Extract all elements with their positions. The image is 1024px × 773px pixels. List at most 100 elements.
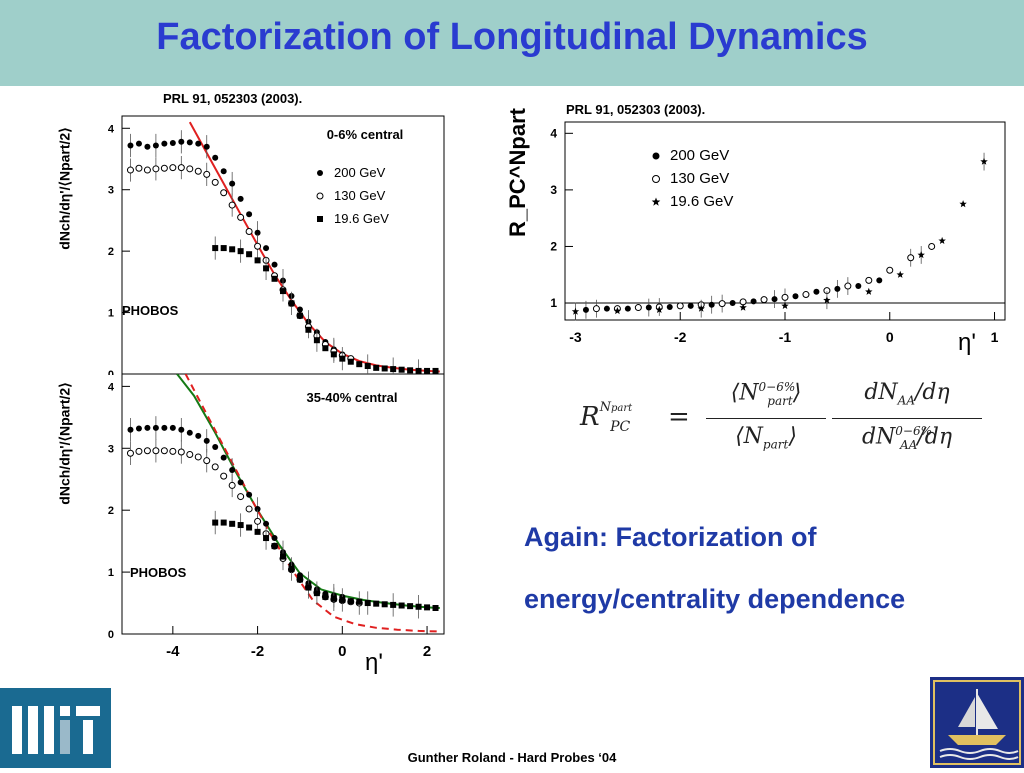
y-tick-label: 0: [108, 629, 114, 641]
data-point-2: [229, 520, 236, 527]
data-point-1: [203, 170, 211, 178]
ship-logo: [930, 677, 1024, 768]
data-point-2: [339, 596, 346, 603]
data-point-2: [237, 522, 244, 529]
formula-equals: =: [668, 402, 690, 432]
data-point-1: [254, 517, 262, 525]
data-point-2: [364, 600, 371, 607]
y-tick-label: 4: [108, 123, 115, 135]
y-tick-label: 4: [108, 381, 115, 393]
ship-icon: [933, 680, 1021, 765]
legend-entry-0: 200 GeV: [334, 165, 386, 180]
legend-marker-1: [652, 175, 660, 183]
legend-marker-2: [651, 197, 661, 206]
data-point-2: [415, 367, 422, 374]
data-point-1: [186, 450, 194, 458]
data-point-2: [432, 367, 439, 374]
data-point-0: [127, 426, 134, 433]
data-point-2: [356, 361, 363, 368]
data-point-0: [876, 277, 883, 284]
data-point-2: [339, 355, 346, 362]
data-point-0: [246, 211, 253, 218]
data-point-0: [220, 454, 227, 461]
citation-left: PRL 91, 052303 (2003).: [163, 91, 303, 106]
data-point-1: [152, 447, 160, 455]
data-point-1: [228, 201, 236, 209]
x-tick-label: 0: [338, 643, 346, 660]
formula-num1: ⟨N0−6%part⟩: [730, 380, 802, 408]
data-point-1: [152, 165, 160, 173]
data-point-2: [917, 251, 925, 259]
data-point-2: [280, 553, 286, 560]
data-point-0: [186, 429, 193, 436]
data-point-2: [305, 326, 312, 333]
data-point-1: [126, 166, 134, 174]
data-point-2: [398, 366, 405, 373]
data-point-2: [229, 246, 236, 253]
data-point-2: [271, 275, 278, 282]
data-point-2: [280, 288, 286, 295]
data-point-0: [237, 195, 244, 202]
data-point-0: [135, 425, 142, 432]
data-point-2: [220, 519, 227, 526]
data-point-0: [246, 491, 253, 498]
data-point-0: [161, 424, 168, 431]
formula-den1: ⟨Npart⟩: [735, 424, 797, 452]
data-point-0: [750, 298, 757, 305]
data-point-1: [907, 254, 915, 262]
data-point-0: [229, 466, 236, 473]
data-point-1: [928, 242, 936, 250]
data-point-2: [390, 366, 397, 373]
data-point-2: [313, 590, 320, 597]
chart-panel-rpc: 1 2 3 4 -3 -2 -1 0 1 200 GeV 130 GeV 19.6 GeV η': [550, 121, 1006, 356]
data-point-2: [415, 603, 422, 610]
x-tick-label: -3: [569, 329, 582, 345]
data-point-0: [135, 140, 142, 147]
data-point-1: [211, 178, 219, 186]
data-point-2: [212, 245, 219, 252]
data-point-0: [161, 140, 168, 147]
mit-logo-icon: [12, 706, 100, 754]
formula-num2: dNAA/dη: [864, 380, 950, 408]
citation-right: PRL 91, 052303 (2003).: [566, 102, 706, 117]
data-point-1: [634, 304, 642, 312]
chart-panel-peripheral: 0 1 2 3 4 -4 -2 0 2 35-40% central PHOBOS η': [108, 374, 445, 674]
data-point-2: [246, 251, 253, 258]
data-point-2: [305, 584, 312, 591]
data-point-1: [802, 291, 810, 299]
data-point-0: [144, 143, 151, 150]
data-point-2: [980, 157, 988, 165]
title-bar: [0, 0, 1024, 86]
data-point-2: [407, 603, 414, 610]
data-point-2: [263, 265, 270, 272]
data-point-1: [194, 453, 202, 461]
data-point-2: [424, 367, 431, 374]
data-point-2: [254, 257, 261, 264]
data-point-2: [381, 601, 388, 608]
legend-marker-0: [317, 170, 323, 176]
data-point-0: [212, 444, 219, 451]
data-point-2: [296, 576, 303, 583]
data-point-1: [143, 166, 151, 174]
data-point-2: [424, 604, 431, 611]
note-line-2: energy/centrality dependence: [524, 584, 906, 614]
data-point-0: [195, 432, 202, 439]
data-point-2: [781, 302, 789, 309]
ylabel-top: dNch/dη'/⟨Npart/2⟩: [56, 127, 73, 250]
experiment-label: PHOBOS: [122, 303, 179, 318]
data-point-2: [959, 200, 967, 208]
data-point-2: [364, 363, 371, 370]
data-point-1: [169, 164, 177, 172]
y-tick-label: 4: [550, 126, 557, 140]
data-point-2: [330, 351, 337, 358]
data-point-1: [228, 481, 236, 489]
data-point-0: [203, 437, 210, 444]
data-point-2: [296, 312, 303, 319]
data-point-2: [613, 307, 622, 315]
data-point-0: [645, 304, 652, 311]
data-point-2: [237, 248, 244, 255]
data-point-2: [865, 287, 873, 295]
plot-frame: [121, 374, 445, 635]
data-point-1: [718, 300, 726, 308]
data-point-0: [169, 140, 176, 147]
